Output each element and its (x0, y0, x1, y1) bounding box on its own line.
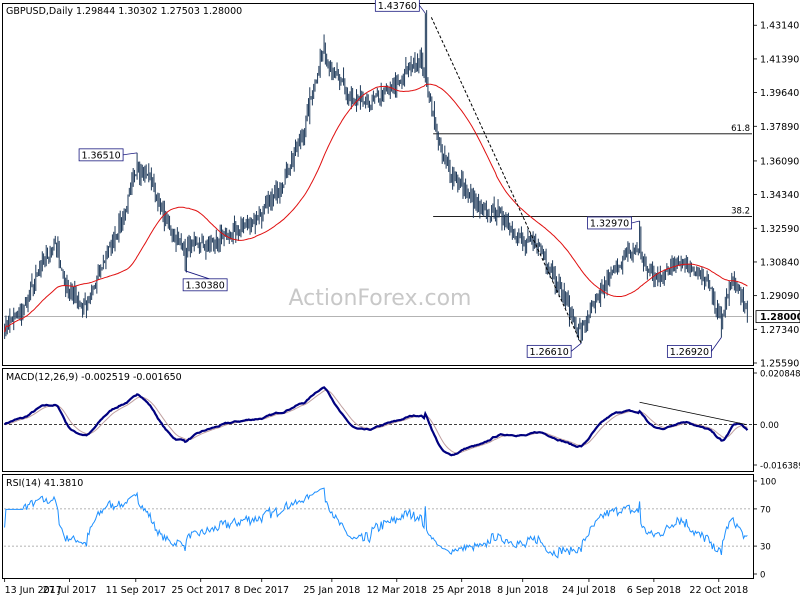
rsi-tick-label: 100 (760, 478, 776, 488)
annotation-leader (570, 343, 582, 352)
price-tick-label: 1.39640 (760, 88, 799, 99)
annotation-label: 1.30380 (185, 280, 224, 291)
annotation-label: 1.26920 (670, 347, 709, 358)
price-tick-label: 1.37890 (760, 122, 799, 133)
time-tick-label: 11 Sep 2017 (106, 585, 166, 596)
time-tick-label: 25 Apr 2018 (432, 585, 491, 596)
moving-average-line (4, 83, 748, 333)
annotation-label: 1.43760 (378, 1, 417, 12)
time-tick-label: 13 Jun 2017 (5, 585, 62, 596)
annotation-leader (631, 220, 640, 224)
macd-lines (3, 386, 752, 457)
price-tick-label: 1.34340 (760, 190, 799, 201)
macd-panel-header: MACD(12,26,9) -0.002519 -0.001650 (6, 372, 182, 383)
time-tick-label: 25 Jan 2018 (303, 585, 360, 596)
annotation-label: 1.32970 (590, 218, 629, 229)
current-price-box (755, 310, 800, 324)
macd-line (3, 386, 749, 457)
price-axis: 1.43140 1.41390 1.39640 1.37890 1.36090 1.343… (753, 21, 800, 370)
current-price-label: 1.28000 (760, 312, 800, 323)
rsi-tick-label: 0 (760, 571, 765, 581)
fib-level-label: 38.2 (731, 207, 750, 217)
annotation-leader (711, 337, 722, 352)
price-annotations: 1.43760 1.36510 1.30380 1.26610 1.32970 1.269… (78, 0, 722, 358)
time-tick-label: 24 Jul 2018 (562, 585, 616, 596)
macd-tick-label: 0.00 (760, 421, 779, 431)
annotation-box (666, 345, 712, 358)
time-tick-label: 8 Dec 2017 (234, 585, 289, 596)
price-tick-label: 1.36090 (760, 156, 799, 167)
rsi-panel-header: RSI(14) 41.3810 (6, 478, 83, 489)
time-tick-label: 12 Mar 2018 (367, 585, 427, 596)
price-tick-label: 1.32590 (760, 224, 799, 235)
rsi-tick-label: 30 (760, 543, 771, 553)
annotation-leader (419, 5, 426, 14)
moving-average (4, 83, 748, 333)
rsi-panel-frame (2, 474, 754, 579)
macd-signal-line (4, 389, 748, 454)
rsi-line (4, 487, 752, 559)
annotation-label: 1.36510 (81, 150, 120, 161)
rsi-tick-label: 70 (760, 505, 771, 515)
fib-level-label: 61.8 (731, 124, 750, 134)
macd-panel-frame (2, 368, 754, 472)
annotation-box (587, 216, 632, 230)
annotation-box (78, 148, 124, 162)
annotation-box (182, 278, 228, 292)
annotation-label: 1.26610 (530, 347, 569, 358)
time-tick-label: 25 Oct 2017 (171, 585, 230, 596)
time-tick-label: 8 Jun 2018 (497, 585, 548, 596)
rsi-series-line (4, 487, 748, 559)
time-tick-label: 22 Oct 2018 (689, 585, 748, 596)
price-tick-label: 1.25590 (760, 359, 799, 370)
macd-axis: 0.020848 0.00 -0.016389 (753, 370, 800, 472)
macd-tick-label: 0.020848 (760, 370, 800, 380)
price-tick-label: 1.30840 (760, 257, 799, 268)
time-tick-label: 6 Sep 2018 (627, 585, 681, 596)
watermark: ActionForex.com (289, 286, 472, 311)
price-tick-label: 1.27340 (760, 325, 799, 336)
price-tick-label: 1.43140 (760, 21, 799, 32)
macd-trendline (639, 401, 747, 425)
rsi-axis: 100 70 30 0 (753, 478, 776, 581)
price-tick-label: 1.29090 (760, 291, 799, 302)
time-tick-label: 27 Jul 2017 (43, 585, 97, 596)
price-panel-header: GBPUSD,Daily 1.29844 1.30302 1.27503 1.2… (6, 6, 242, 17)
annotation-leader (123, 152, 138, 156)
price-tick-label: 1.41390 (760, 54, 799, 65)
annotation-box (526, 344, 572, 358)
macd-tick-label: -0.016389 (760, 462, 800, 472)
annotation-box (374, 0, 420, 12)
